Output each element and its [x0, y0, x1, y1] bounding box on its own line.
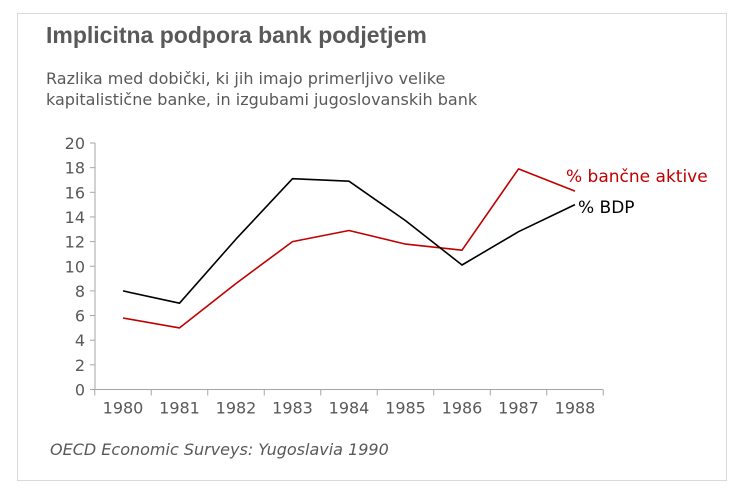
- x-tick-label: 1984: [329, 399, 370, 418]
- y-tick-label: 12: [65, 233, 85, 252]
- x-tick-label: 1983: [272, 399, 313, 418]
- y-tick-label: 10: [65, 257, 85, 276]
- x-tick-label: 1985: [385, 399, 426, 418]
- y-tick-label: 2: [75, 356, 85, 375]
- y-tick-label: 0: [75, 381, 85, 400]
- y-tick-label: 14: [65, 208, 85, 227]
- y-tick-label: 6: [75, 307, 85, 326]
- subtitle-line: kapitalistične banke, in izgubami jugosl…: [46, 90, 478, 109]
- x-tick-label: 1986: [442, 399, 483, 418]
- x-tick-label: 1987: [498, 399, 539, 418]
- y-tick-label: 4: [75, 331, 85, 350]
- series-label: % bančne aktive: [566, 167, 708, 187]
- chart-subtitle: Razlika med dobički, ki jih imajo primer…: [46, 68, 526, 110]
- y-tick-label: 18: [65, 159, 85, 178]
- x-tick-label: 1982: [216, 399, 257, 418]
- series-line: [122, 168, 576, 329]
- series-line: [122, 177, 576, 305]
- x-tick-label: 1981: [159, 399, 200, 418]
- source-note: OECD Economic Surveys: Yugoslavia 1990: [50, 440, 389, 459]
- y-tick-label: 8: [75, 282, 85, 301]
- y-tick-label: 20: [65, 134, 85, 153]
- chart-frame: [17, 13, 727, 481]
- subtitle-line: Razlika med dobički, ki jih imajo primer…: [46, 69, 446, 88]
- chart-title: Implicitna podpora bank podjetjem: [46, 22, 427, 48]
- x-tick-label: 1980: [103, 399, 144, 418]
- x-tick-label: 1988: [555, 399, 596, 418]
- y-tick-label: 16: [65, 183, 85, 202]
- series-label: % BDP: [578, 198, 635, 218]
